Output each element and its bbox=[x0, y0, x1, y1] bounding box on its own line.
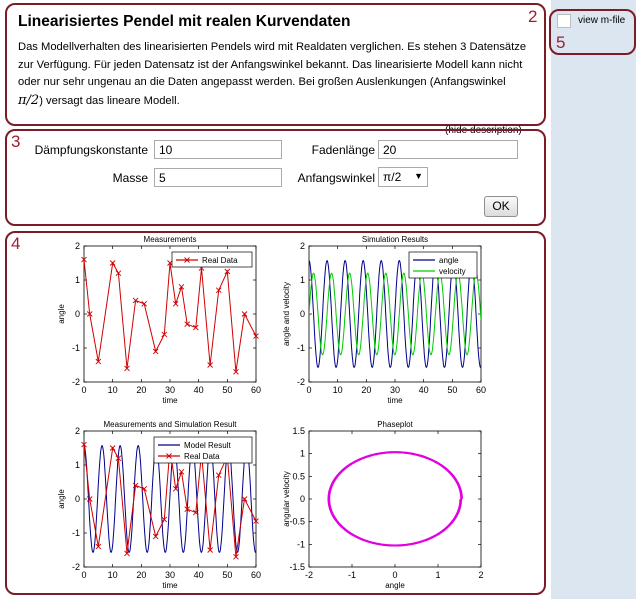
parameters-panel bbox=[5, 129, 546, 226]
daempfung-label: Dämpfungskonstante bbox=[34, 143, 148, 157]
panel-number-3: 3 bbox=[11, 132, 21, 151]
anfangswinkel-value: π/2 bbox=[383, 170, 402, 184]
anfangswinkel-label: Anfangswinkel bbox=[297, 171, 375, 185]
masse-input[interactable] bbox=[154, 168, 282, 187]
daempfung-input[interactable] bbox=[154, 140, 282, 159]
plots-panel bbox=[5, 231, 546, 595]
description-text: Das Modellverhalten des linearisierten P… bbox=[18, 41, 527, 108]
panel-number-2: 2 bbox=[528, 7, 538, 26]
anfangswinkel-select[interactable]: π/2 ▼ bbox=[378, 167, 428, 187]
view-mfile-checkbox[interactable] bbox=[557, 14, 571, 28]
sidebar bbox=[551, 0, 636, 599]
masse-label: Masse bbox=[112, 171, 148, 185]
ok-button[interactable]: OK bbox=[484, 196, 518, 217]
panel-number-5: 5 bbox=[556, 33, 566, 52]
panel-number-4: 4 bbox=[11, 234, 21, 253]
dropdown-arrow-icon: ▼ bbox=[414, 171, 423, 181]
page-title: Linearisiertes Pendel mit realen Kurvend… bbox=[18, 13, 351, 30]
description-panel bbox=[5, 3, 546, 126]
fadenlaenge-label: Fadenlänge bbox=[311, 143, 375, 157]
mfile-panel bbox=[549, 9, 636, 55]
fadenlaenge-input[interactable] bbox=[378, 140, 518, 159]
view-mfile-label: view m-file bbox=[578, 15, 626, 26]
